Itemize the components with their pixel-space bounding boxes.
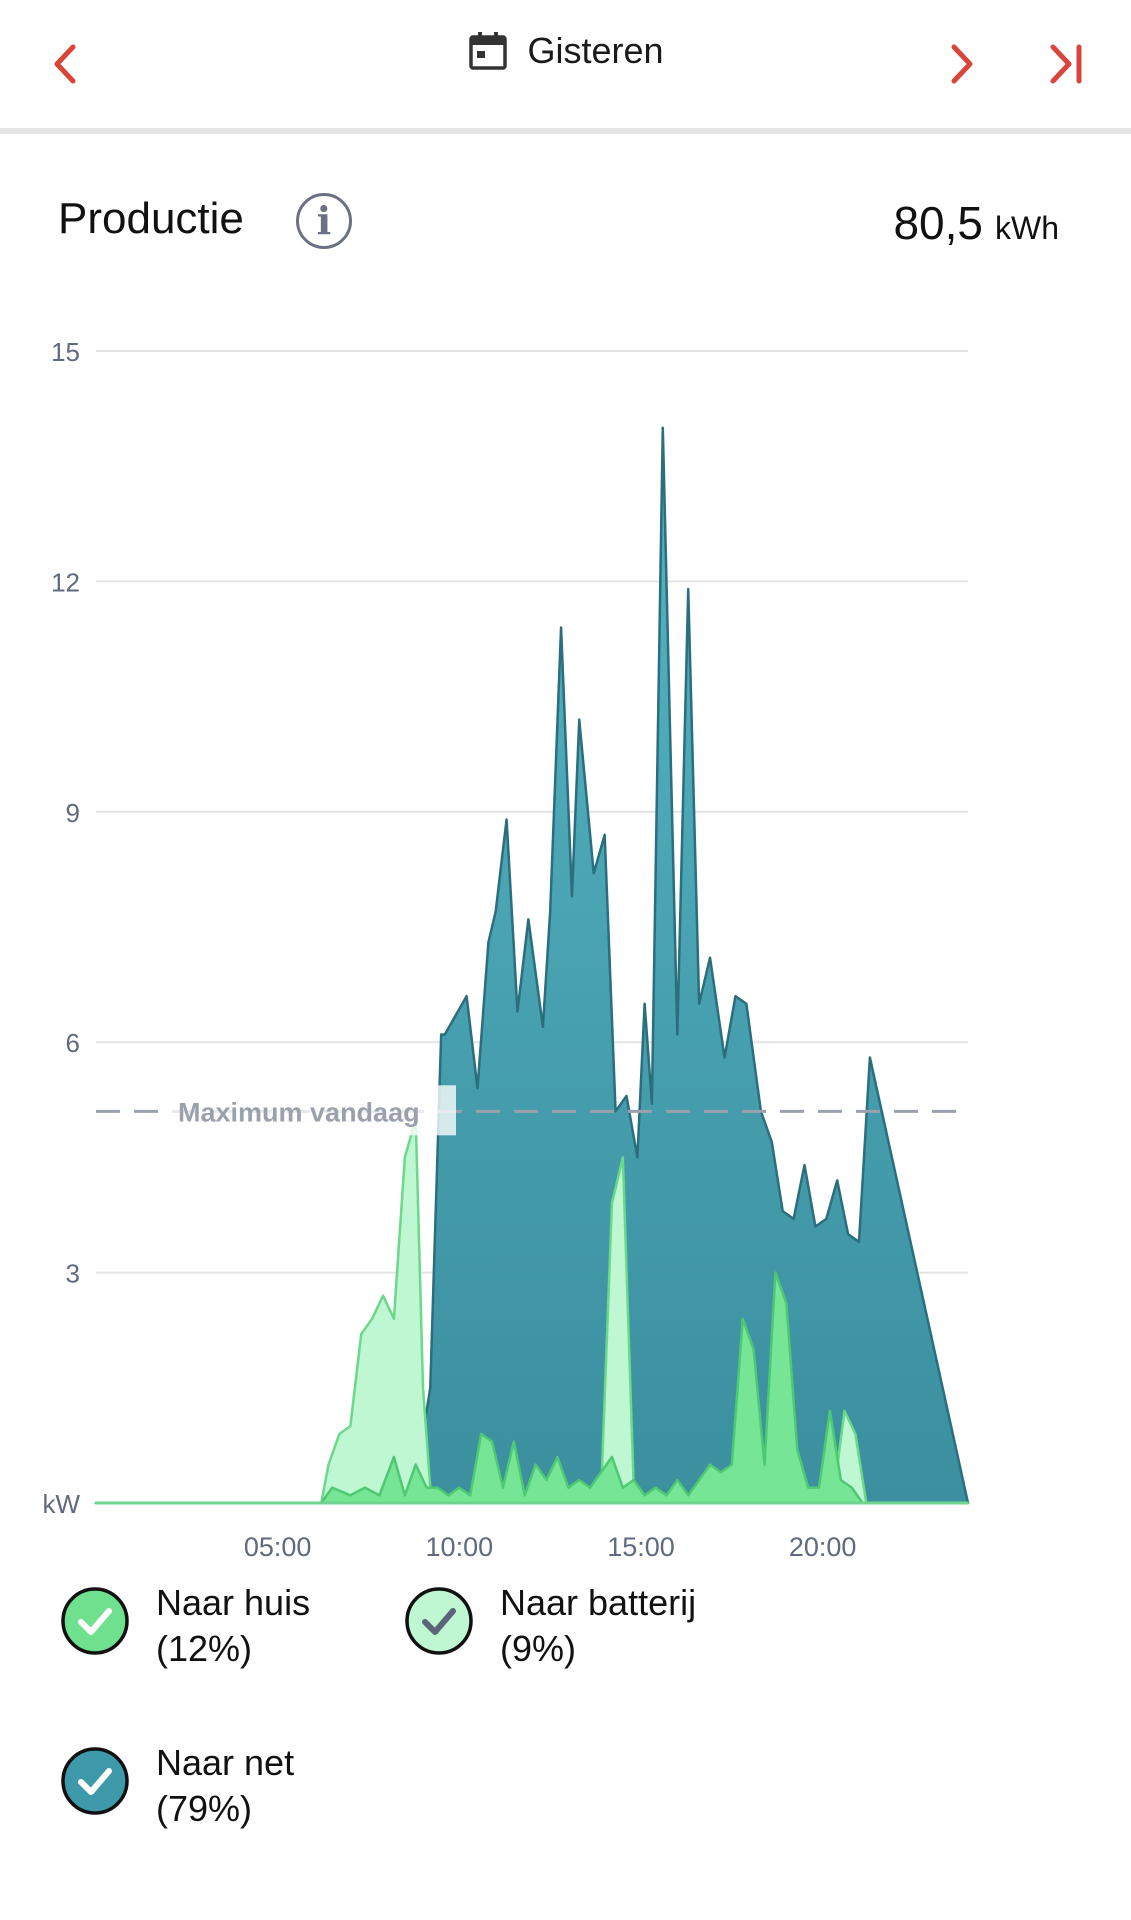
- y-unit-label: kW: [42, 1489, 80, 1519]
- total-value: 80,5: [893, 197, 983, 249]
- production-chart: 3 6 9 12 15 kW Maximum vandaag 05:00 10:00 15:00 2…: [42, 337, 970, 1562]
- chevron-right-icon: [951, 44, 973, 84]
- section-title: Productie: [58, 194, 244, 243]
- legend-item-naar-batterij[interactable]: Naar batterij (9%): [404, 1582, 696, 1672]
- previous-day-button[interactable]: [35, 34, 95, 94]
- header-divider: [0, 128, 1131, 134]
- legend-item-naar-net[interactable]: Naar net (79%): [60, 1742, 294, 1832]
- checkmark-icon: [405, 1587, 473, 1655]
- total-unit: kWh: [995, 210, 1059, 246]
- legend-percent: (9%): [500, 1628, 577, 1669]
- skip-to-end-icon: [1050, 44, 1082, 84]
- legend-label: Naar net: [156, 1742, 295, 1783]
- x-tick-label: 05:00: [244, 1532, 312, 1562]
- chevron-left-icon: [54, 44, 76, 84]
- legend-percent: (12%): [156, 1628, 253, 1669]
- x-tick-label: 15:00: [607, 1532, 675, 1562]
- series-area-naar-huis: [94, 1271, 970, 1505]
- legend-text: Naar huis (12%): [156, 1580, 310, 1672]
- x-tick-label: 20:00: [789, 1532, 857, 1562]
- next-day-button[interactable]: [932, 34, 992, 94]
- y-tick-label: 12: [51, 567, 80, 597]
- x-tick-label: 10:00: [426, 1532, 494, 1562]
- checkmark-icon: [61, 1747, 129, 1815]
- legend-text: Naar net (79%): [156, 1740, 294, 1832]
- last-day-button[interactable]: [1036, 34, 1096, 94]
- legend-label: Naar batterij: [500, 1582, 697, 1623]
- max-today-label-bg: [168, 1085, 456, 1136]
- legend-percent: (79%): [156, 1788, 253, 1829]
- y-tick-label: 6: [66, 1028, 80, 1058]
- checkmark-icon: [61, 1587, 129, 1655]
- calendar-icon: [469, 32, 508, 70]
- max-today-label: Maximum vandaag: [178, 1097, 420, 1127]
- total-production: 80,5 kWh: [893, 196, 1059, 250]
- y-tick-label: 15: [51, 337, 80, 367]
- date-selector[interactable]: Gisteren: [0, 30, 1131, 72]
- legend-item-naar-huis[interactable]: Naar huis (12%): [60, 1582, 310, 1672]
- info-button[interactable]: i: [296, 193, 352, 249]
- y-tick-label: 9: [66, 798, 80, 828]
- date-label: Gisteren: [527, 30, 664, 71]
- legend-text: Naar batterij (9%): [500, 1580, 696, 1672]
- top-bar: Gisteren: [0, 0, 1131, 128]
- legend-label: Naar huis: [156, 1582, 311, 1623]
- info-icon: i: [316, 197, 332, 243]
- y-tick-label: 3: [66, 1259, 80, 1289]
- series-area-naar-net: [94, 426, 970, 1505]
